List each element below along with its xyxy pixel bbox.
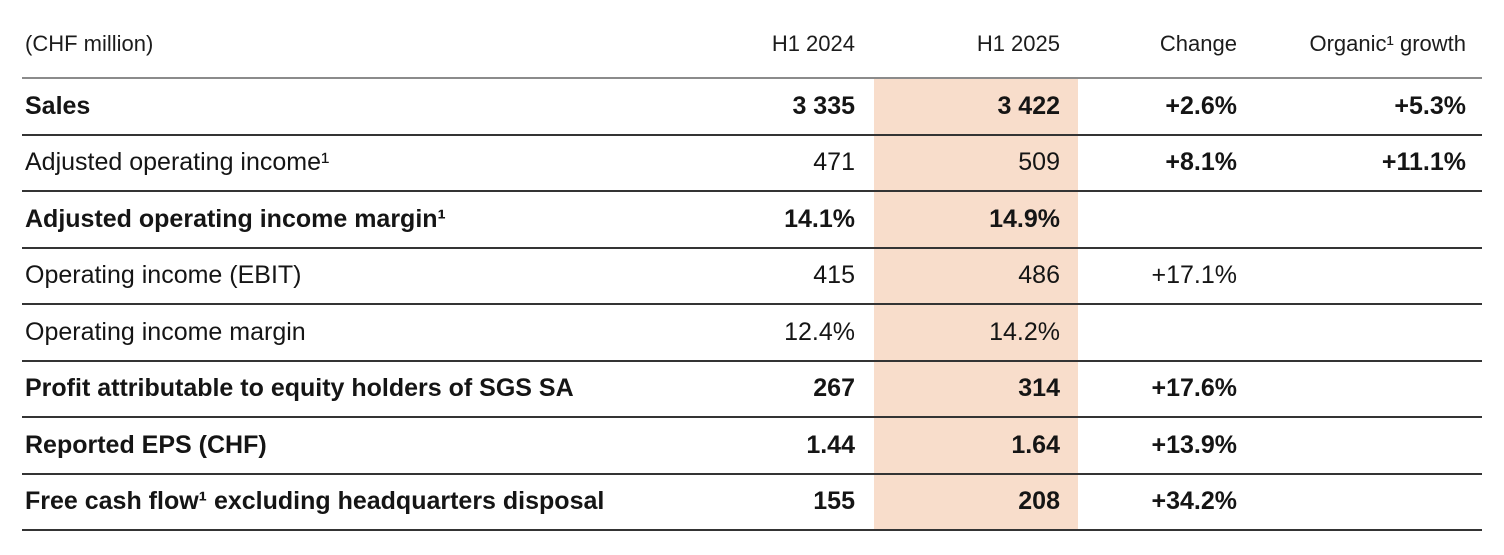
unit-label: (CHF million) xyxy=(25,31,154,56)
table-row-operating-income-ebit: Operating income (EBIT) 415 486 +17.1% xyxy=(22,247,1482,305)
row-label: Operating income (EBIT) xyxy=(25,261,302,290)
organic-growth-value xyxy=(1241,191,1482,248)
change-value: +13.9% xyxy=(1151,430,1238,459)
change-value: +34.2% xyxy=(1151,487,1238,516)
table-row-adjusted-operating-income: Adjusted operating income¹ 471 509 +8.1%… xyxy=(22,134,1482,191)
h1-2024-value: 12.4% xyxy=(784,317,855,346)
organic-growth-value: +5.3% xyxy=(1394,91,1466,120)
table-row-adjusted-operating-income-margin: Adjusted operating income margin¹ 14.1% … xyxy=(22,191,1482,248)
col-header-change: Change xyxy=(1159,31,1237,56)
col-header-organic-growth: Organic¹ growth xyxy=(1309,31,1466,56)
change-value: +17.6% xyxy=(1151,374,1238,403)
h1-2025-value: 509 xyxy=(874,134,1078,191)
financial-highlights-table: (CHF million) H1 2024 H1 2025 Change Org… xyxy=(22,0,1482,531)
change-value: +2.6% xyxy=(1165,91,1237,120)
h1-2025-value: 14.9% xyxy=(874,191,1078,248)
col-header-h1-2024: H1 2024 xyxy=(771,31,855,56)
organic-growth-value xyxy=(1241,417,1482,474)
h1-2024-value: 415 xyxy=(813,261,855,290)
table-header-row: (CHF million) H1 2024 H1 2025 Change Org… xyxy=(22,0,1482,78)
row-label: Profit attributable to equity holders of… xyxy=(25,374,574,403)
table-row-profit-attributable: Profit attributable to equity holders of… xyxy=(22,360,1482,418)
organic-growth-value xyxy=(1241,474,1482,531)
h1-2024-value: 471 xyxy=(813,148,855,177)
row-label: Free cash flow¹ excluding headquarters d… xyxy=(25,487,605,516)
row-label: Sales xyxy=(25,91,91,120)
table-row-free-cash-flow: Free cash flow¹ excluding headquarters d… xyxy=(22,473,1482,531)
h1-2025-value: 208 xyxy=(874,473,1078,530)
change-value: +17.1% xyxy=(1151,261,1238,290)
h1-2025-value: 1.64 xyxy=(874,417,1078,474)
table-row-operating-income-margin: Operating income margin 12.4% 14.2% xyxy=(22,304,1482,361)
row-label: Adjusted operating income¹ xyxy=(25,148,330,177)
change-value: +8.1% xyxy=(1165,148,1237,177)
col-header-h1-2025: H1 2025 xyxy=(976,31,1060,56)
h1-2025-value: 3 422 xyxy=(874,78,1078,135)
organic-growth-value xyxy=(1241,304,1482,361)
h1-2024-value: 3 335 xyxy=(792,91,855,120)
change-value xyxy=(1078,304,1241,361)
table-body: Sales 3 335 3 422 +2.6% +5.3% Adjusted o… xyxy=(22,78,1482,530)
organic-growth-value: +11.1% xyxy=(1381,148,1466,177)
organic-growth-value xyxy=(1241,361,1482,418)
organic-growth-value xyxy=(1241,248,1482,305)
h1-2024-value: 267 xyxy=(813,374,855,403)
table-row-reported-eps: Reported EPS (CHF) 1.44 1.64 +13.9% xyxy=(22,417,1482,474)
table-header: (CHF million) H1 2024 H1 2025 Change Org… xyxy=(22,0,1482,78)
row-label: Adjusted operating income margin¹ xyxy=(25,204,446,233)
h1-2024-value: 14.1% xyxy=(784,204,855,233)
h1-2024-value: 1.44 xyxy=(806,430,855,459)
change-value xyxy=(1078,191,1241,248)
h1-2025-value: 14.2% xyxy=(874,304,1078,361)
h1-2025-value: 486 xyxy=(874,247,1078,304)
table-row-sales: Sales 3 335 3 422 +2.6% +5.3% xyxy=(22,78,1482,135)
h1-2024-value: 155 xyxy=(813,487,855,516)
row-label: Operating income margin xyxy=(25,317,306,346)
h1-2025-value: 314 xyxy=(874,360,1078,417)
row-label: Reported EPS (CHF) xyxy=(25,430,267,459)
